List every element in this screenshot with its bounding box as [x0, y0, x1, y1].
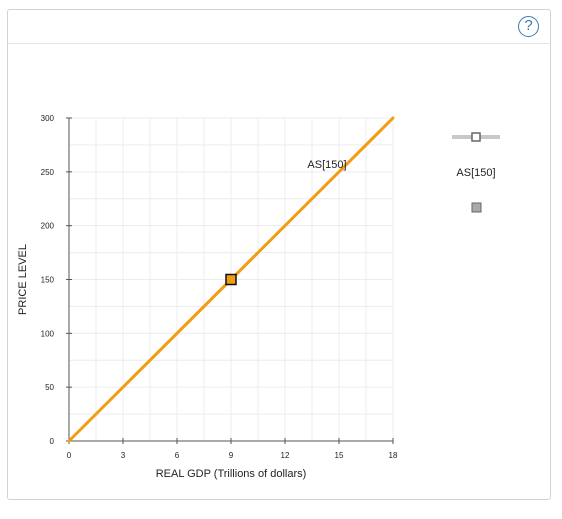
- y-axis-title: PRICE LEVEL: [17, 244, 29, 315]
- help-button[interactable]: ?: [518, 16, 539, 37]
- legend-line-marker-icon[interactable]: [471, 132, 481, 142]
- y-tick-label: 50: [45, 383, 54, 392]
- x-tick-label: 9: [229, 451, 234, 460]
- panel-header: [8, 10, 550, 44]
- legend-point-tool-icon[interactable]: [471, 202, 482, 213]
- y-tick-label: 0: [50, 437, 55, 446]
- chart-legend[interactable]: AS[150]: [452, 132, 500, 213]
- x-axis-title: REAL GDP (Trillions of dollars): [156, 468, 307, 480]
- chart-axes: 0 3 6 9 12 15 18 0 50 100 150 200 250 300: [41, 114, 398, 460]
- x-tick-label: 6: [175, 451, 180, 460]
- y-tick-label: 300: [41, 114, 55, 123]
- y-tick-label: 150: [41, 276, 55, 285]
- x-tick-label: 18: [389, 451, 398, 460]
- y-tick-label: 250: [41, 168, 55, 177]
- y-tick-label: 200: [41, 222, 55, 231]
- curve-label: AS[150]: [307, 159, 346, 171]
- legend-label: AS[150]: [456, 167, 495, 179]
- y-tick-label: 100: [41, 329, 55, 338]
- chart-series: [67, 116, 395, 443]
- x-tick-label: 12: [281, 451, 290, 460]
- graph-panel: ?: [7, 9, 551, 500]
- x-tick-label: 15: [335, 451, 344, 460]
- x-tick-label: 3: [121, 451, 126, 460]
- as-point-marker[interactable]: [225, 273, 237, 286]
- x-tick-label: 0: [67, 451, 72, 460]
- chart-labels: REAL GDP (Trillions of dollars) PRICE LEV…: [17, 159, 347, 480]
